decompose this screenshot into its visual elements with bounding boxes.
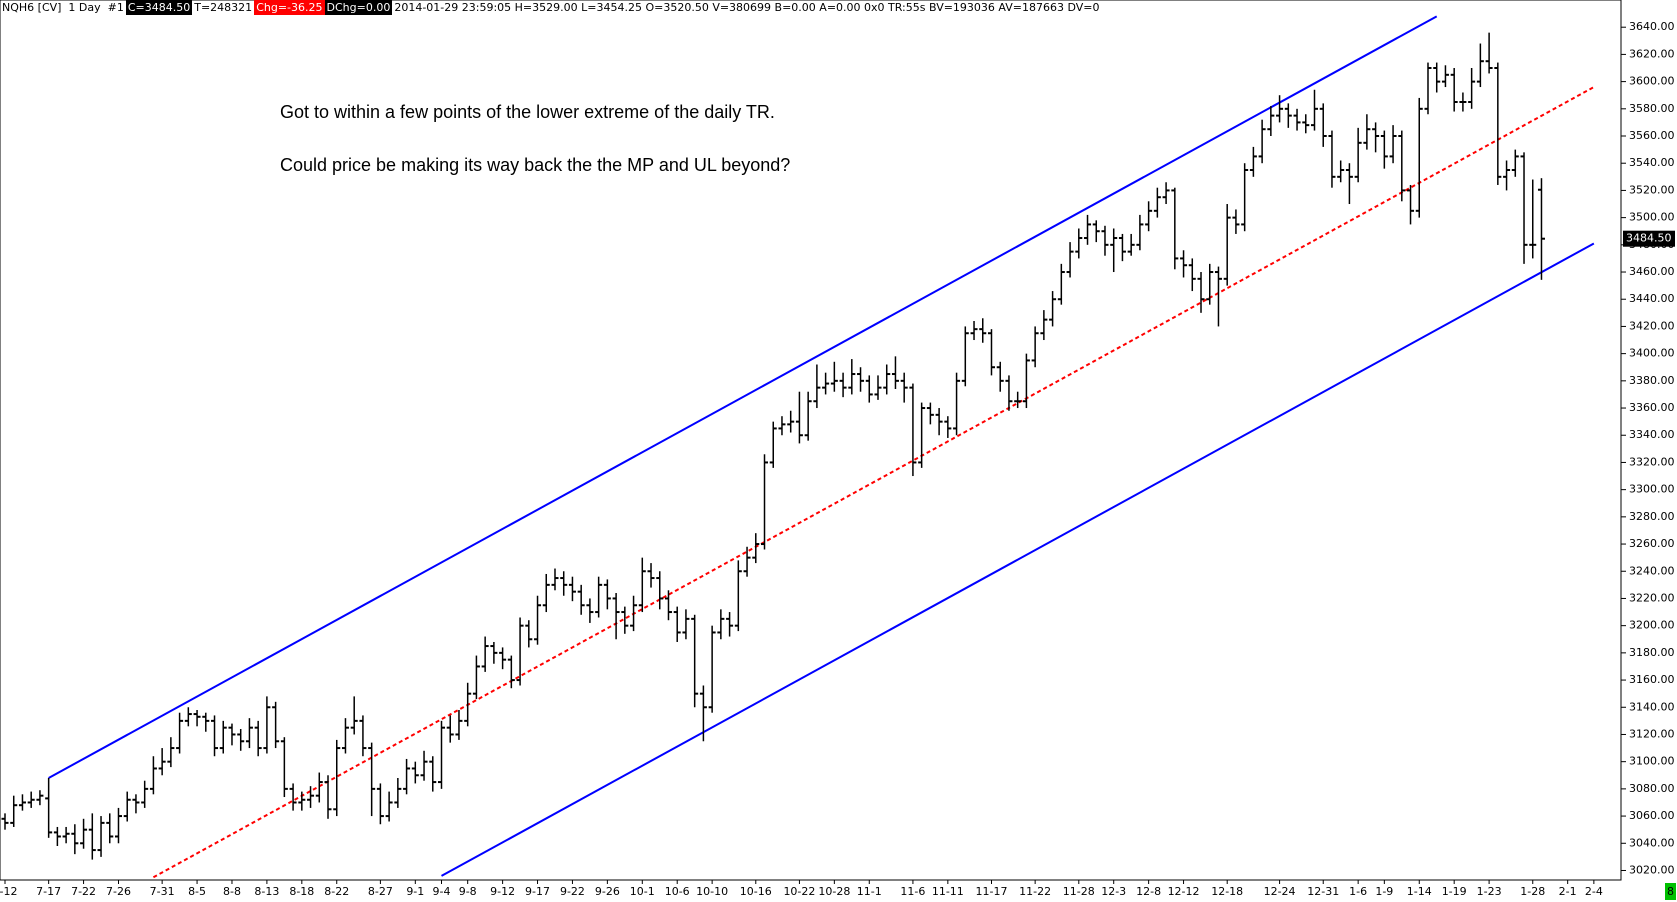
x-tick-label: 10-1 bbox=[630, 885, 655, 898]
y-tick-label: 3520.00 bbox=[1629, 183, 1675, 196]
x-tick-label: 2-1 bbox=[1559, 885, 1577, 898]
header-item: DChg=0.00 bbox=[324, 0, 393, 15]
annotation: Could price be making its way back the t… bbox=[280, 155, 790, 175]
y-tick-label: 3200.00 bbox=[1629, 619, 1675, 632]
x-tick-label: 8-5 bbox=[188, 885, 206, 898]
y-tick-label: 3060.00 bbox=[1629, 809, 1675, 822]
y-tick-label: 3600.00 bbox=[1629, 75, 1675, 88]
y-tick-label: 3340.00 bbox=[1629, 428, 1675, 441]
y-tick-label: 3100.00 bbox=[1629, 755, 1675, 768]
header-item: T=248321 bbox=[194, 1, 253, 14]
x-tick-label: 1-14 bbox=[1407, 885, 1432, 898]
last-price-label: 3484.50 bbox=[1626, 232, 1672, 245]
y-tick-label: 3320.00 bbox=[1629, 455, 1675, 468]
y-tick-label: 3280.00 bbox=[1629, 510, 1675, 523]
trendline bbox=[441, 242, 1595, 877]
y-tick-label: 3560.00 bbox=[1629, 129, 1675, 142]
trendline bbox=[48, 15, 1438, 779]
x-tick-label: 1-23 bbox=[1477, 885, 1502, 898]
x-tick-label: 12-24 bbox=[1264, 885, 1296, 898]
annotation: Got to within a few points of the lower … bbox=[280, 102, 775, 122]
x-tick-label: 11-11 bbox=[932, 885, 964, 898]
y-tick-label: 3160.00 bbox=[1629, 673, 1675, 686]
y-tick-label: 3420.00 bbox=[1629, 319, 1675, 332]
x-tick-label: 7-22 bbox=[71, 885, 96, 898]
x-tick-label: 12-18 bbox=[1211, 885, 1243, 898]
y-tick-label: 3440.00 bbox=[1629, 292, 1675, 305]
y-tick-label: 3620.00 bbox=[1629, 47, 1675, 60]
x-tick-label: 9-12 bbox=[490, 885, 515, 898]
x-tick-label: 9-22 bbox=[560, 885, 585, 898]
x-tick-label: 9-4 bbox=[433, 885, 451, 898]
y-tick-label: 3240.00 bbox=[1629, 564, 1675, 577]
y-tick-label: 3400.00 bbox=[1629, 347, 1675, 360]
x-tick-label: 8-13 bbox=[254, 885, 279, 898]
x-tick-label: 2-4 bbox=[1585, 885, 1603, 898]
last-price-box bbox=[1623, 230, 1675, 247]
x-tick-label: 11-6 bbox=[900, 885, 925, 898]
x-tick-label: 12-31 bbox=[1307, 885, 1339, 898]
y-tick-label: 3140.00 bbox=[1629, 700, 1675, 713]
x-tick-label: 10-6 bbox=[665, 885, 690, 898]
x-tick-label: 1-19 bbox=[1442, 885, 1467, 898]
x-tick-label: 7-31 bbox=[150, 885, 175, 898]
y-tick-label: 3180.00 bbox=[1629, 646, 1675, 659]
x-tick-label: 7-17 bbox=[36, 885, 61, 898]
y-tick-label: 3460.00 bbox=[1629, 265, 1675, 278]
x-tick-label: 10-22 bbox=[783, 885, 815, 898]
x-tick-label: 11-22 bbox=[1019, 885, 1051, 898]
x-tick-label: 7-12 bbox=[0, 885, 17, 898]
x-tick-label: 8-22 bbox=[324, 885, 349, 898]
y-tick-label: 3220.00 bbox=[1629, 591, 1675, 604]
header-item: Chg=-36.25 bbox=[254, 0, 325, 15]
plot-area bbox=[0, 0, 1622, 881]
x-tick-label: 9-17 bbox=[525, 885, 550, 898]
corner-badge: 8 bbox=[1667, 885, 1674, 898]
header-item: C=3484.50 bbox=[125, 0, 193, 15]
y-tick-label: 3040.00 bbox=[1629, 836, 1675, 849]
x-tick-label: 1-28 bbox=[1520, 885, 1545, 898]
y-tick-label: 3360.00 bbox=[1629, 401, 1675, 414]
y-tick-label: 3380.00 bbox=[1629, 374, 1675, 387]
x-tick-label: 11-28 bbox=[1063, 885, 1095, 898]
x-tick-label: 9-26 bbox=[595, 885, 620, 898]
x-tick-label: 1-9 bbox=[1375, 885, 1393, 898]
x-tick-label: 8-18 bbox=[289, 885, 314, 898]
x-tick-label: 12-8 bbox=[1136, 885, 1161, 898]
x-tick-label: 12-3 bbox=[1101, 885, 1126, 898]
header: NQH6 [CV] 1 Day #1 C=3484.50 T=248321 Chg=-… bbox=[0, 0, 1102, 15]
trendline bbox=[152, 86, 1595, 879]
x-tick-label: 7-26 bbox=[106, 885, 131, 898]
y-tick-label: 3260.00 bbox=[1629, 537, 1675, 550]
x-tick-label: 1-6 bbox=[1349, 885, 1367, 898]
header-item: NQH6 [CV] 1 Day #1 bbox=[2, 1, 124, 14]
y-tick-label: 3500.00 bbox=[1629, 211, 1675, 224]
y-tick-label: 3080.00 bbox=[1629, 782, 1675, 795]
x-tick-label: 10-16 bbox=[740, 885, 772, 898]
y-tick-label: 3120.00 bbox=[1629, 727, 1675, 740]
y-tick-label: 3540.00 bbox=[1629, 156, 1675, 169]
x-tick-label: 8-8 bbox=[223, 885, 241, 898]
x-tick-label: 11-17 bbox=[976, 885, 1008, 898]
header-item: 2014-01-29 23:59:05 H=3529.00 L=3454.25 … bbox=[394, 1, 1100, 14]
corner-badge-box bbox=[1665, 883, 1676, 900]
x-tick-label: 10-10 bbox=[696, 885, 728, 898]
y-tick-label: 3020.00 bbox=[1629, 863, 1675, 876]
x-tick-label: 11-1 bbox=[857, 885, 882, 898]
y-tick-label: 3580.00 bbox=[1629, 102, 1675, 115]
x-tick-label: 9-1 bbox=[406, 885, 424, 898]
x-tick-label: 8-27 bbox=[368, 885, 393, 898]
x-tick-label: 10-28 bbox=[818, 885, 850, 898]
y-tick-label: 3300.00 bbox=[1629, 483, 1675, 496]
x-tick-label: 9-8 bbox=[459, 885, 477, 898]
x-tick-label: 12-12 bbox=[1168, 885, 1200, 898]
y-tick-label: 3640.00 bbox=[1629, 20, 1675, 33]
